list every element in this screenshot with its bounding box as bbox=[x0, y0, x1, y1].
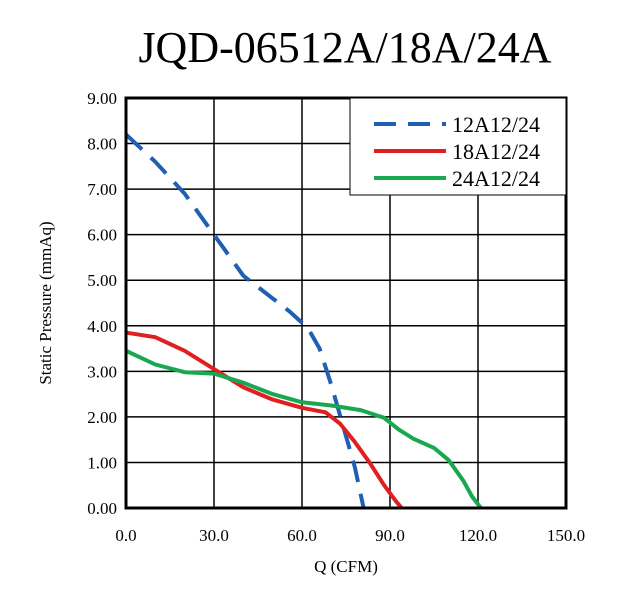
plot-frame bbox=[124, 96, 568, 510]
y-tick-label: 6.00 bbox=[87, 226, 117, 245]
x-tick-label: 60.0 bbox=[287, 526, 317, 545]
x-tick-label: 0.0 bbox=[115, 526, 136, 545]
x-tick-label: 120.0 bbox=[459, 526, 497, 545]
y-tick-label: 2.00 bbox=[87, 408, 117, 427]
series-line-24A12/24 bbox=[125, 348, 483, 510]
legend-label-12A12/24: 12A12/24 bbox=[452, 112, 540, 137]
y-tick-label: 8.00 bbox=[87, 135, 117, 154]
y-axis-label: Static Pressure (mmAq) bbox=[36, 221, 55, 384]
chart-title: JQD-06512A/18A/24A bbox=[138, 23, 551, 72]
x-tick-label: 30.0 bbox=[199, 526, 229, 545]
y-tick-label: 3.00 bbox=[87, 362, 117, 381]
x-tick-label: 90.0 bbox=[375, 526, 405, 545]
x-tick-label: 150.0 bbox=[547, 526, 585, 545]
y-tick-label: 0.00 bbox=[87, 499, 117, 518]
y-tick-label: 7.00 bbox=[87, 180, 117, 199]
legend-label-18A12/24: 18A12/24 bbox=[452, 139, 540, 164]
y-axis-ticks: 0.00 1.00 2.00 3.00 4.00 5.00 6.00 7.00 8.00 9.00 bbox=[87, 89, 117, 518]
series-line-12A12/24 bbox=[124, 132, 366, 509]
y-tick-label: 9.00 bbox=[87, 89, 117, 108]
y-tick-label: 1.00 bbox=[87, 453, 117, 472]
series-layer bbox=[124, 132, 483, 510]
series-line-18A12/24 bbox=[125, 330, 404, 510]
x-axis-label: Q (CFM) bbox=[314, 557, 378, 576]
y-tick-label: 5.00 bbox=[87, 271, 117, 290]
y-tick-label: 4.00 bbox=[87, 317, 117, 336]
x-axis-ticks: 0.0 30.0 60.0 90.0 120.0 150.0 bbox=[115, 526, 585, 545]
legend-label-24A12/24: 24A12/24 bbox=[452, 166, 540, 191]
